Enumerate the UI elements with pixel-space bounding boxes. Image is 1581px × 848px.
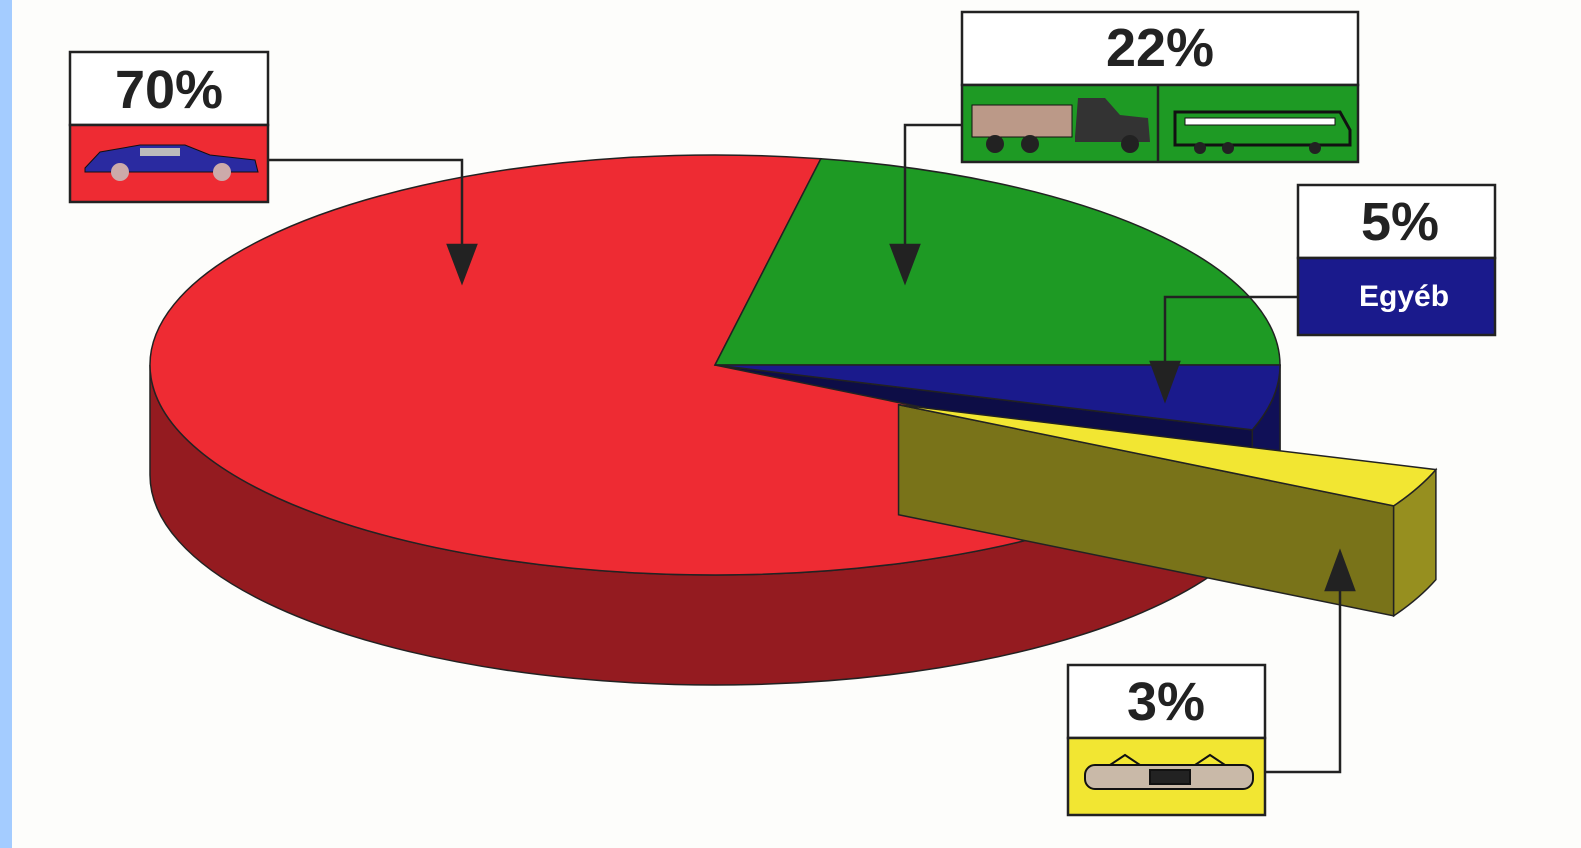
car-icon bbox=[84, 144, 259, 181]
slice-top bbox=[713, 157, 1281, 366]
box-bottom bbox=[1296, 256, 1497, 337]
arrowhead bbox=[446, 243, 478, 286]
callouts bbox=[268, 123, 1356, 774]
slice-top bbox=[898, 403, 1438, 507]
box-top bbox=[68, 50, 270, 127]
arrowhead bbox=[889, 243, 921, 286]
bus-icon bbox=[1173, 110, 1352, 154]
box-top bbox=[960, 10, 1360, 87]
tram-icon bbox=[1084, 753, 1254, 790]
pie bbox=[149, 154, 1438, 686]
category-label: Egyéb bbox=[1359, 280, 1449, 313]
label-box: 70% bbox=[68, 50, 270, 204]
value-label: 70% bbox=[115, 60, 223, 120]
label-box: 3% bbox=[1066, 663, 1267, 817]
slice-top bbox=[714, 364, 1281, 431]
value-label: 22% bbox=[1106, 18, 1214, 78]
leader bbox=[1163, 295, 1298, 390]
box-top bbox=[1296, 183, 1497, 260]
label-box: 5% Egyéb bbox=[1296, 183, 1497, 337]
label-box: 22% bbox=[960, 10, 1360, 164]
leader bbox=[268, 158, 464, 270]
arrowhead bbox=[1149, 360, 1181, 404]
leader bbox=[903, 123, 962, 270]
side-strip bbox=[0, 0, 12, 848]
box-top bbox=[1066, 663, 1267, 740]
value-label: 3% bbox=[1127, 672, 1205, 732]
arrowhead bbox=[1324, 548, 1356, 592]
value-label: 5% bbox=[1361, 192, 1439, 252]
leader bbox=[1265, 570, 1342, 774]
truck-icon bbox=[971, 98, 1150, 153]
